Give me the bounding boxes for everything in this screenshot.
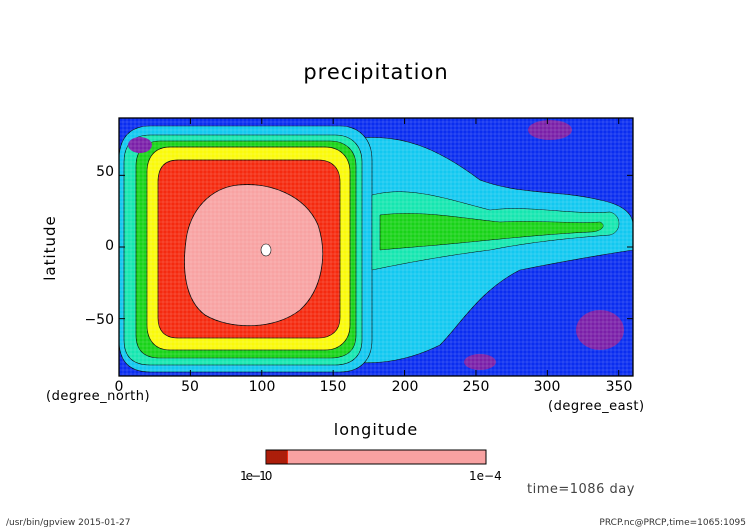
x-tick-label: 100 xyxy=(248,379,276,395)
colorbar-min-label: 1e−10 xyxy=(240,469,272,483)
x-tick-label: 250 xyxy=(462,379,490,395)
axis-ticks xyxy=(118,118,633,376)
purple-patch xyxy=(528,120,572,140)
y-tick-label: 50 xyxy=(96,164,114,180)
footer-command: /usr/bin/gpview 2015-01-27 xyxy=(6,518,131,528)
colorbar-divisions xyxy=(267,450,287,464)
x-tick-label: 200 xyxy=(391,379,419,395)
colorbar-swatch-red xyxy=(266,450,288,464)
purple-patch xyxy=(576,310,624,350)
y-tick-label: 0 xyxy=(105,238,114,254)
colorbar-swatch-pink xyxy=(288,450,486,464)
x-tick-label: 150 xyxy=(319,379,347,395)
colorbar-frame xyxy=(265,449,487,465)
x-tick-label: 50 xyxy=(181,379,199,395)
colorbar xyxy=(265,449,487,465)
time-annotation: time=1086 day xyxy=(527,482,635,497)
grid-lines xyxy=(119,118,633,376)
y-axis-unit: (degree_north) xyxy=(46,389,151,404)
x-axis-label: longitude xyxy=(333,420,419,439)
x-tick-label: 350 xyxy=(605,379,633,395)
x-tick-label: 0 xyxy=(114,379,124,395)
green-streak-core xyxy=(379,213,604,251)
y-tick-label: −50 xyxy=(84,312,114,328)
purple-patch xyxy=(464,354,496,370)
pink-core-region xyxy=(184,184,324,327)
x-tick-label: 300 xyxy=(533,379,561,395)
core-hole xyxy=(260,243,272,257)
chart-title: precipitation xyxy=(303,60,449,84)
colorbar-max-label: 1e−4 xyxy=(469,469,502,483)
x-axis-unit: (degree_east) xyxy=(548,399,645,414)
footer-source: PRCP.nc@PRCP,time=1065:1095 xyxy=(599,518,746,528)
purple-patch xyxy=(128,137,152,153)
